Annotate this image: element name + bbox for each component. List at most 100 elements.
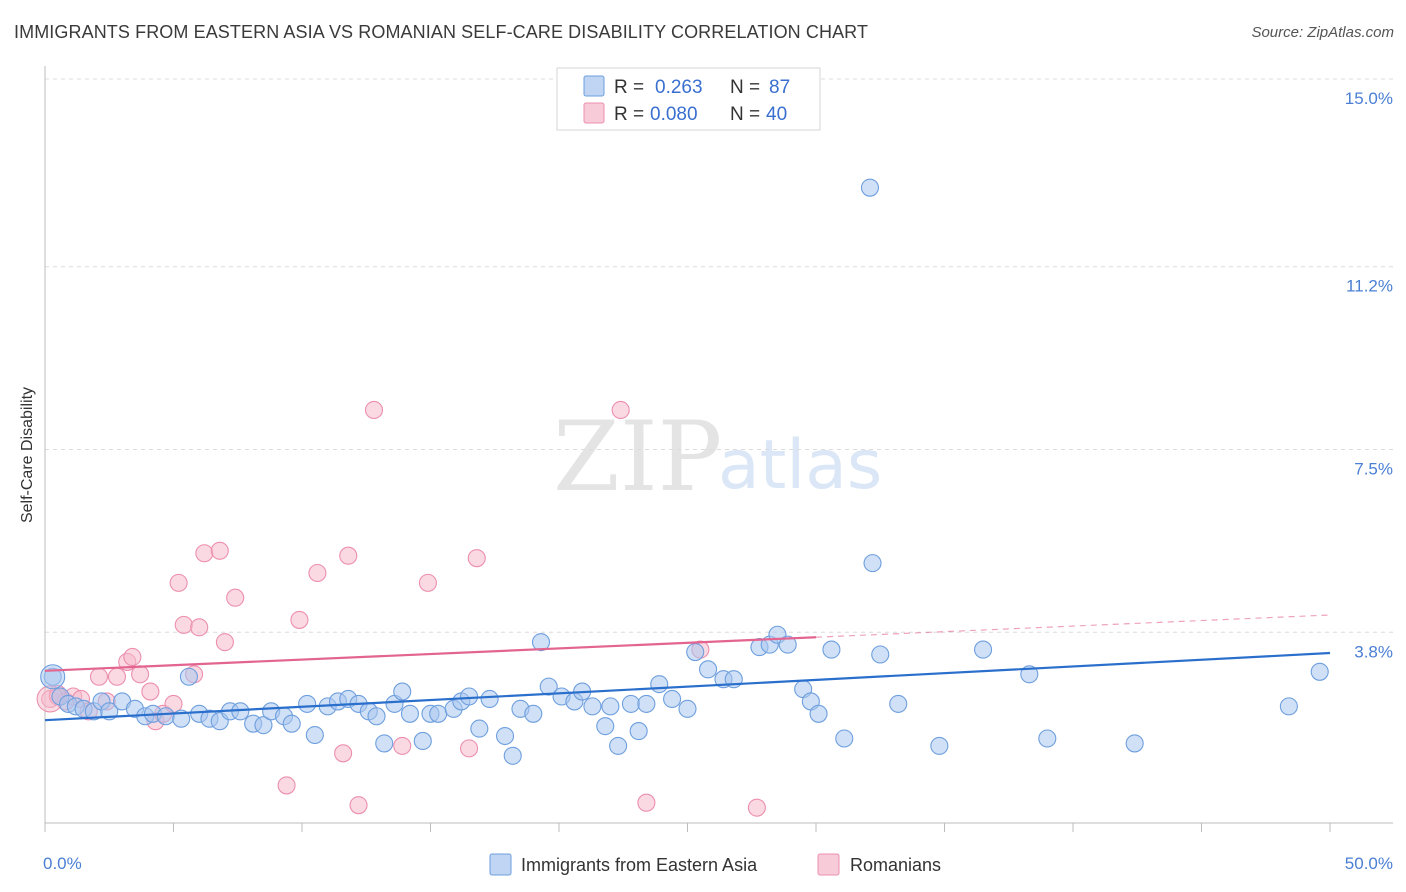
y-tick-label-0: 3.8% (1354, 642, 1393, 661)
eastern-asia-point-59 (629, 722, 648, 741)
legend-swatch-eastern-asia (583, 75, 605, 97)
eastern-asia-point-36 (400, 704, 419, 723)
tick-labels: 3.8% 7.5% 11.2% 15.0% 0.0% 50.0% (43, 89, 1393, 873)
eastern-asia-point-35 (393, 682, 412, 701)
eastern-asia-point-84 (1038, 729, 1057, 748)
romanians-point-33 (459, 739, 479, 758)
trend-line-romanians (44, 636, 817, 672)
chart-title: IMMIGRANTS FROM EASTERN ASIA VS ROMANIAN… (14, 22, 869, 42)
romanians-point-32 (418, 573, 437, 592)
romanians-point-22 (215, 633, 234, 652)
eastern-asia-point-48 (524, 704, 543, 723)
romanians-point-8 (107, 667, 127, 686)
eastern-asia-point-12 (156, 707, 175, 726)
legend-n-value-2: 40 (766, 104, 787, 125)
eastern-asia-point-63 (678, 699, 697, 718)
romanians-point-17 (174, 615, 193, 634)
eastern-asia-point-75 (822, 640, 841, 659)
eastern-asia-point-32 (367, 707, 386, 726)
chart-source: Source: ZipAtlas.com (1251, 24, 1394, 41)
legend-r-value-1: 0.263 (655, 77, 703, 98)
legend-r-label-2: R = (614, 104, 644, 125)
series-eastern-asia (40, 178, 1329, 765)
legend-r-value-2: 0.080 (650, 104, 698, 125)
y-tick-label-3: 15.0% (1345, 89, 1393, 108)
legend-n-label-1: N = (730, 77, 760, 98)
eastern-asia-point-large (40, 664, 66, 690)
romanians-point-36 (637, 793, 656, 812)
trend-line-eastern-asia (44, 651, 1331, 722)
eastern-asia-point-65 (699, 660, 718, 679)
eastern-asia-point-26 (305, 725, 324, 745)
eastern-asia-point-81 (930, 736, 949, 755)
eastern-asia-point-49 (531, 633, 551, 652)
eastern-asia-point-39 (429, 704, 448, 723)
eastern-asia-point-54 (583, 697, 602, 716)
eastern-asia-point-62 (663, 689, 682, 709)
romanians-point-19 (190, 618, 209, 637)
eastern-asia-point-55 (596, 717, 615, 736)
legend-n-label-2: N = (730, 104, 760, 125)
eastern-asia-point-45 (495, 726, 515, 746)
watermark: ZIP atlas (553, 401, 882, 513)
eastern-asia-point-79 (871, 645, 890, 664)
eastern-asia-point-61 (650, 675, 669, 694)
romanians-point-35 (611, 400, 630, 420)
y-tick-label-1: 7.5% (1354, 460, 1393, 479)
eastern-asia-point-87 (1310, 662, 1329, 681)
y-tick-label-2: 11.2% (1346, 277, 1393, 296)
trend-line-romanians-extension (815, 614, 1331, 638)
eastern-asia-point-76 (835, 729, 854, 748)
eastern-asia-point-60 (637, 694, 656, 713)
bottom-legend-label-romanians: Romanians (850, 855, 941, 875)
eastern-asia-point-64 (686, 642, 705, 662)
romanians-point-38 (747, 798, 766, 817)
romanians-point-28 (339, 546, 358, 565)
romanians-point-24 (277, 776, 296, 795)
eastern-asia-point-77 (860, 178, 880, 197)
romanians-point-29 (349, 796, 368, 815)
eastern-asia-point-25 (298, 694, 317, 713)
eastern-asia-point-86 (1279, 697, 1298, 716)
romanians-point-20 (195, 544, 214, 563)
eastern-asia-point-71 (778, 635, 797, 654)
romanians-point-23 (226, 588, 245, 607)
romanians-point-27 (334, 744, 353, 763)
eastern-asia-point-46 (503, 746, 522, 765)
romanians-point-10 (123, 647, 142, 667)
eastern-asia-point-21 (254, 716, 273, 735)
watermark-zip: ZIP (553, 401, 722, 513)
eastern-asia-point-56 (601, 697, 620, 716)
romanians-point-30 (364, 400, 384, 420)
romanians-point-34 (467, 549, 486, 568)
legend-n-value-1: 87 (769, 77, 790, 98)
bottom-legend-swatch-romanians (817, 853, 840, 876)
eastern-asia-point-33 (375, 734, 394, 753)
legend-swatch-romanians (583, 102, 605, 124)
watermark-atlas: atlas (718, 426, 882, 505)
eastern-asia-point-13 (172, 709, 191, 728)
bottom-legend: Immigrants from Eastern Asia Romanians (489, 853, 941, 876)
eastern-asia-point-43 (470, 719, 489, 738)
x-tick-label-max: 50.0% (1345, 854, 1393, 873)
romanians-point-25 (290, 610, 309, 629)
romanians-point-11 (131, 665, 150, 684)
eastern-asia-point-78 (863, 554, 882, 573)
eastern-asia-point-74 (809, 704, 828, 723)
legend-box: R = 0.263 N = 87 R = 0.080 N = 40 (556, 67, 821, 131)
bottom-legend-swatch-eastern-asia (489, 853, 512, 876)
eastern-asia-point-57 (609, 736, 628, 755)
romanians-point-26 (308, 563, 327, 583)
eastern-asia-point-82 (973, 640, 993, 659)
eastern-asia-point-85 (1125, 734, 1144, 753)
eastern-asia-point-42 (459, 687, 479, 706)
romanians-point-12 (141, 682, 160, 701)
romanians-point-31 (393, 736, 412, 755)
romanians-point-21 (210, 541, 229, 560)
grid-lines (45, 78, 1393, 633)
romanians-point-16 (169, 573, 188, 592)
eastern-asia-point-44 (480, 689, 499, 709)
eastern-asia-point-80 (889, 694, 908, 713)
trend-lines (44, 614, 1331, 722)
